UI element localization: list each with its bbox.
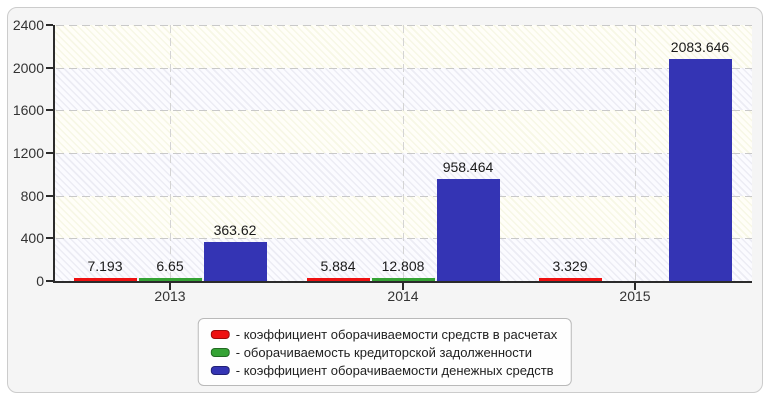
gridline-h <box>56 25 752 26</box>
y-tick-label: 800 <box>20 188 44 204</box>
value-label: 2083.646 <box>670 39 730 55</box>
bar-series2-2013 <box>139 278 202 281</box>
value-label: 12.808 <box>381 258 425 274</box>
x-tick-mark <box>634 283 636 290</box>
gridline-h <box>56 153 752 154</box>
gridline-h <box>56 68 752 69</box>
gridline-h <box>56 196 752 197</box>
x-tick-label: 2015 <box>619 288 651 304</box>
legend-swatch-blue-icon <box>210 365 230 375</box>
bar-series1-2014 <box>307 278 370 281</box>
y-tick-mark <box>46 195 53 197</box>
x-axis-line <box>53 281 752 283</box>
legend-item: - оборачиваемость кредиторской задолженн… <box>210 343 557 361</box>
bar-series1-2015 <box>539 278 602 281</box>
value-label: 3.329 <box>552 258 588 274</box>
y-tick-mark <box>46 152 53 154</box>
y-tick-label: 400 <box>20 230 44 246</box>
y-tick-mark <box>46 109 53 111</box>
gridline-h <box>56 238 752 239</box>
chart-legend: - коэффициент оборачиваемости средств в … <box>197 318 573 386</box>
y-tick-label: 0 <box>36 273 44 289</box>
y-tick-label: 1600 <box>12 102 44 118</box>
gridline-h <box>56 110 752 111</box>
gridline-v <box>635 25 636 281</box>
gridline-v <box>170 25 171 281</box>
bar-series3-2014 <box>437 179 500 281</box>
y-axis-line <box>53 25 55 283</box>
x-tick-mark <box>402 283 404 290</box>
value-label: 958.464 <box>442 159 494 175</box>
value-label: 6.65 <box>156 258 184 274</box>
legend-swatch-red-icon <box>210 329 230 339</box>
x-tick-mark <box>169 283 171 290</box>
gridline-v <box>403 25 404 281</box>
value-label: 7.193 <box>87 258 123 274</box>
legend-item: - коэффициент оборачиваемости средств в … <box>210 325 558 343</box>
y-tick-mark <box>46 237 53 239</box>
legend-item: - коэффициент оборачиваемости денежных с… <box>210 361 557 379</box>
legend-item-label: - коэффициент оборачиваемости денежных с… <box>235 362 554 378</box>
x-tick-label: 2013 <box>154 288 186 304</box>
y-tick-label: 1200 <box>12 145 44 161</box>
bar-series2-2014 <box>372 278 435 281</box>
x-tick-label: 2014 <box>387 288 419 304</box>
bar-series1-2013 <box>74 278 137 281</box>
y-tick-mark <box>46 24 53 26</box>
y-tick-mark <box>46 67 53 69</box>
bar-series3-2013 <box>204 242 267 281</box>
value-label: 5.884 <box>320 258 356 274</box>
y-tick-label: 2000 <box>12 60 44 76</box>
legend-swatch-green-icon <box>210 347 230 357</box>
legend-item-label: - коэффициент оборачиваемости средств в … <box>235 326 558 342</box>
y-tick-label: 2400 <box>12 17 44 33</box>
value-label: 363.62 <box>213 222 257 238</box>
legend-item-label: - оборачиваемость кредиторской задолженн… <box>235 344 532 360</box>
y-tick-mark <box>46 280 53 282</box>
bar-series3-2015 <box>669 59 732 281</box>
